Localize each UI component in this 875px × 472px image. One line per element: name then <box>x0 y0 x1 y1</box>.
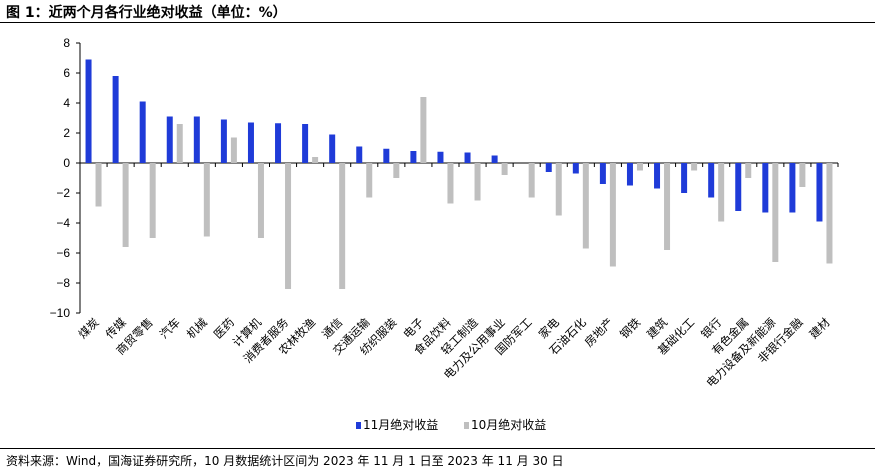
y-tick-label: −10 <box>50 306 71 320</box>
bar-oct <box>826 163 833 264</box>
figure-title: 图 1：近两个月各行业绝对收益（单位：%） <box>6 5 287 21</box>
bar-oct <box>312 157 319 163</box>
bar-oct <box>257 163 264 238</box>
legend-label: 11月绝对收益 <box>363 417 438 432</box>
bar-nov <box>220 119 227 163</box>
y-tick-label: −2 <box>56 186 70 200</box>
bar-nov <box>139 101 146 163</box>
y-tick-label: −4 <box>56 216 70 230</box>
bar-oct <box>285 163 292 289</box>
bar-oct <box>691 163 698 171</box>
category-label: 钢铁 <box>617 315 644 342</box>
bar-oct <box>501 163 508 175</box>
category-label: 机械 <box>184 315 211 342</box>
bar-nov <box>329 134 336 163</box>
chart-bars <box>85 59 833 289</box>
bar-nov <box>166 116 173 163</box>
y-tick-label: 2 <box>63 126 70 140</box>
bar-oct <box>799 163 806 187</box>
chart-legend: 11月绝对收益 10月绝对收益 <box>356 417 546 432</box>
bar-oct <box>718 163 725 222</box>
bar-nov <box>599 163 606 184</box>
bar-nov <box>247 122 254 163</box>
y-tick-label: 6 <box>63 66 70 80</box>
top-rule <box>0 22 875 23</box>
legend-swatch <box>464 422 469 429</box>
y-tick-label: 4 <box>63 96 70 110</box>
bar-oct <box>772 163 779 262</box>
category-label: 房地产 <box>582 315 616 349</box>
bar-oct <box>149 163 156 238</box>
y-tick-label: 8 <box>63 36 70 50</box>
bar-oct <box>420 97 427 163</box>
bar-nov <box>789 163 796 213</box>
category-label: 建材 <box>806 315 833 342</box>
bar-nov <box>112 76 119 163</box>
bar-oct <box>203 163 210 237</box>
bar-nov <box>85 59 92 163</box>
bar-nov <box>193 116 200 163</box>
bar-nov <box>302 124 309 163</box>
bar-oct <box>664 163 671 250</box>
source-note: 资料来源：Wind，国海证券研究所，10 月数据统计区间为 2023 年 11 … <box>6 454 564 468</box>
bar-nov <box>708 163 715 198</box>
bar-oct <box>474 163 481 201</box>
category-label: 汽车 <box>157 315 183 341</box>
bar-nov <box>762 163 769 213</box>
bar-nov <box>626 163 633 186</box>
bar-oct <box>176 124 183 163</box>
bar-nov <box>735 163 742 211</box>
bar-oct <box>122 163 129 247</box>
bar-oct <box>555 163 562 216</box>
legend-label: 10月绝对收益 <box>471 417 546 432</box>
bar-nov <box>491 155 498 163</box>
bar-nov <box>410 151 417 163</box>
bottom-rule <box>0 448 875 449</box>
bar-nov <box>654 163 661 189</box>
bar-oct <box>636 163 643 171</box>
bar-oct <box>447 163 454 204</box>
bar-oct <box>609 163 616 267</box>
bar-oct <box>230 137 237 163</box>
bar-oct <box>745 163 752 178</box>
bar-nov <box>681 163 688 193</box>
bar-oct <box>528 163 535 198</box>
y-tick-label: −8 <box>56 276 70 290</box>
bar-oct <box>393 163 400 178</box>
bar-nov <box>572 163 579 174</box>
bar-oct <box>366 163 373 198</box>
bar-nov <box>275 123 282 163</box>
y-tick-label: −6 <box>56 246 70 260</box>
bar-nov <box>545 163 552 172</box>
bar-nov <box>464 152 471 163</box>
bar-oct <box>95 163 102 207</box>
bar-nov <box>356 146 363 163</box>
bar-nov <box>816 163 823 222</box>
bar-nov <box>437 151 444 163</box>
legend-swatch <box>356 422 361 429</box>
y-tick-label: 0 <box>63 156 70 170</box>
bar-nov <box>383 148 390 163</box>
category-label: 煤炭 <box>75 315 101 341</box>
bar-oct <box>339 163 346 289</box>
bar-oct <box>582 163 589 249</box>
